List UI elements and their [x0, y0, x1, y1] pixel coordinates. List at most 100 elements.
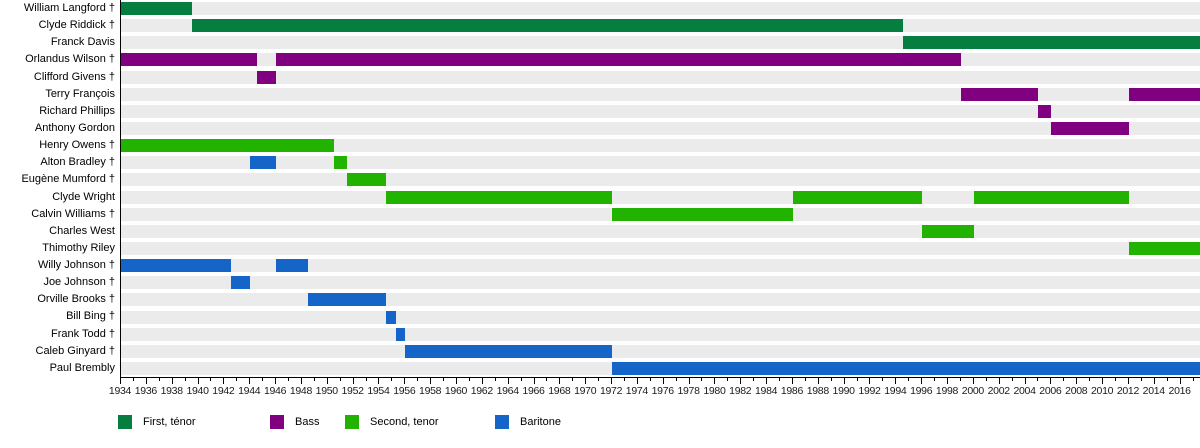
legend-swatch	[495, 415, 509, 429]
axis-minor-tick	[1011, 378, 1013, 381]
axis-tick-label: 1972	[599, 385, 623, 397]
axis-minor-tick	[959, 378, 961, 381]
axis-tick-label: 1948	[289, 385, 312, 397]
axis-minor-tick	[210, 378, 212, 381]
axis-major-tick	[611, 378, 613, 384]
axis-tick-label: 2016	[1168, 385, 1191, 397]
axis-tick-label: 1982	[729, 385, 752, 397]
axis-major-tick	[636, 378, 638, 384]
axis-major-tick	[1050, 378, 1052, 384]
axis-tick-label: 1958	[419, 385, 442, 397]
axis-minor-tick	[908, 378, 910, 381]
axis-major-tick	[378, 378, 380, 384]
axis-major-tick	[791, 378, 793, 384]
timeline-bar	[973, 190, 1129, 204]
row-label: Terry François	[45, 87, 115, 100]
axis-tick-label: 1980	[703, 385, 726, 397]
axis-tick-label: 1944	[238, 385, 261, 397]
axis-tick-label: 1992	[858, 385, 881, 397]
row-label: Clyde Riddick †	[38, 19, 115, 32]
row-label: Henry Owens †	[39, 139, 115, 152]
axis-major-tick	[120, 378, 121, 384]
axis-major-tick	[1127, 378, 1129, 384]
row-track	[121, 361, 1200, 375]
axis-tick-label: 1942	[212, 385, 235, 397]
axis-tick-label: 1994	[884, 385, 907, 397]
timeline-bar	[121, 139, 335, 153]
axis-major-tick	[585, 378, 587, 384]
axis-minor-tick	[443, 378, 445, 381]
timeline-bar	[405, 344, 613, 358]
axis-minor-tick	[882, 378, 884, 381]
row-label: Richard Phillips	[39, 104, 115, 117]
timeline-bar	[192, 19, 903, 33]
timeline-bar	[334, 156, 348, 170]
axis-major-tick	[895, 378, 897, 384]
axis-minor-tick	[985, 378, 987, 381]
row-label: Calvin Williams †	[31, 207, 115, 220]
row-track	[121, 276, 1200, 290]
axis-minor-tick	[649, 378, 651, 381]
legend-label: Bass	[295, 416, 320, 428]
axis-tick-label: 1990	[832, 385, 855, 397]
timeline-bar	[960, 87, 1039, 101]
legend-item-first-tenor: First, ténor	[118, 415, 196, 429]
axis-major-tick	[507, 378, 509, 384]
axis-major-tick	[869, 378, 871, 384]
axis-minor-tick	[262, 378, 264, 381]
axis-minor-tick	[934, 378, 936, 381]
axis-minor-tick	[494, 378, 496, 381]
axis-tick-label: 2014	[1142, 385, 1165, 397]
row-label: Charles West	[49, 224, 115, 237]
axis-minor-tick	[520, 378, 522, 381]
row-label: Willy Johnson †	[37, 259, 115, 272]
timeline-bar	[276, 53, 961, 67]
axis-tick-label: 2012	[1116, 385, 1140, 397]
row-label: Clyde Wright	[52, 190, 115, 203]
axis-minor-tick	[1192, 378, 1194, 381]
axis-major-tick	[171, 378, 173, 384]
legend-swatch	[270, 415, 284, 429]
row-track	[121, 173, 1200, 187]
axis-tick-label: 2000	[961, 385, 984, 397]
axis-major-tick	[1076, 378, 1078, 384]
axis-major-tick	[662, 378, 664, 384]
axis-tick-label: 1984	[755, 385, 778, 397]
axis-minor-tick	[132, 378, 134, 381]
timeline-bar	[121, 259, 231, 273]
axis-minor-tick	[804, 378, 806, 381]
axis-minor-tick	[572, 378, 574, 381]
legend-swatch	[118, 415, 132, 429]
axis-major-tick	[352, 378, 354, 384]
axis-tick-label: 1934	[108, 385, 132, 397]
axis-tick-label: 1964	[496, 385, 519, 397]
axis-tick-label: 2002	[987, 385, 1010, 397]
axis-major-tick	[430, 378, 432, 384]
axis-minor-tick	[779, 378, 781, 381]
timeline-bar	[612, 361, 1200, 375]
axis-tick-label: 1976	[651, 385, 674, 397]
timeline-bar	[1128, 87, 1200, 101]
timeline-bar	[612, 207, 793, 221]
row-track	[121, 156, 1200, 170]
timeline-bar	[922, 224, 974, 238]
axis-tick-label: 1970	[574, 385, 597, 397]
axis-tick-label: 1946	[263, 385, 287, 397]
axis-tick-label: 1956	[393, 385, 416, 397]
axis-major-tick	[275, 378, 277, 384]
row-track	[121, 104, 1200, 118]
legend-label: Baritone	[520, 416, 561, 428]
axis-major-tick	[249, 378, 251, 384]
timeline-bar	[276, 259, 309, 273]
row-track	[121, 87, 1200, 101]
row-track	[121, 224, 1200, 238]
axis-major-tick	[843, 378, 845, 384]
axis-minor-tick	[468, 378, 470, 381]
axis-major-tick	[533, 378, 535, 384]
axis-major-tick	[326, 378, 328, 384]
timeline-bar	[230, 276, 251, 290]
axis-major-tick	[740, 378, 742, 384]
timeline-bar	[347, 173, 386, 187]
x-axis: 1934 1936 1938 1940 1942 1944 1946 1948 1950 1952…	[109, 378, 1200, 408]
